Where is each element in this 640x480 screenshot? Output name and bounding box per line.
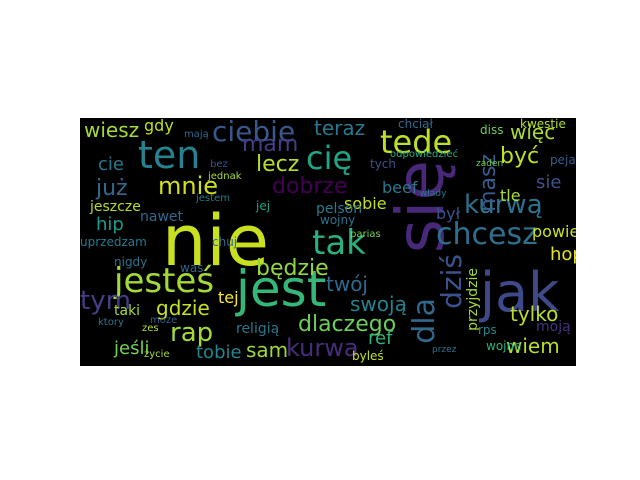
- word: przyjdzie: [465, 268, 481, 331]
- word: twój: [326, 272, 368, 296]
- word: tle: [500, 186, 521, 205]
- word: hip: [96, 214, 124, 235]
- word: beef: [382, 178, 418, 197]
- word: zes: [142, 323, 159, 334]
- word: chuj: [212, 235, 238, 249]
- word: peja: [550, 153, 576, 167]
- word: wiesz: [84, 118, 140, 142]
- word: uprzedzam: [80, 235, 147, 249]
- word: teraz: [314, 118, 366, 140]
- word: przez: [432, 345, 457, 355]
- word: jest: [236, 260, 327, 318]
- word: jeszcze: [90, 199, 141, 215]
- word: będzie: [256, 256, 329, 281]
- word: kurwą: [464, 190, 543, 220]
- word: dobrze: [272, 174, 348, 199]
- word: kurwa: [286, 334, 359, 362]
- word: parias: [350, 229, 381, 240]
- word: nigdy: [114, 255, 148, 269]
- word: rap: [170, 318, 214, 348]
- word: więc: [510, 120, 556, 144]
- word: swoją: [350, 292, 407, 316]
- word: tede: [380, 123, 453, 161]
- word: wlady: [420, 189, 447, 199]
- word: tak: [312, 223, 366, 263]
- word: rps: [478, 323, 497, 337]
- word: cie: [98, 154, 124, 175]
- word: wiem: [506, 334, 560, 358]
- word: odpowiedzieć: [390, 149, 459, 160]
- word: jej: [256, 199, 271, 213]
- word: wojny: [320, 213, 356, 227]
- word: sobie: [344, 194, 387, 213]
- word: jednak: [208, 171, 242, 182]
- word: moją: [536, 319, 571, 335]
- word: jestem: [196, 193, 230, 204]
- word: lecz: [256, 152, 300, 177]
- word: życie: [144, 349, 170, 360]
- word: mam: [242, 132, 299, 157]
- word: jesteś: [114, 261, 215, 301]
- word: ciebie: [212, 118, 296, 148]
- word: gdy: [144, 118, 174, 135]
- word: tylko: [510, 302, 559, 326]
- word: kwestie: [520, 118, 566, 131]
- word: powiedz: [532, 222, 576, 241]
- word: moze: [150, 315, 178, 326]
- word: jak: [480, 261, 560, 324]
- word: już: [96, 176, 128, 201]
- word: tej: [218, 288, 239, 307]
- word: tych: [370, 157, 397, 171]
- word: wojne: [486, 339, 522, 353]
- word: był: [436, 204, 461, 223]
- word: nawet: [140, 209, 184, 225]
- word: was: [180, 261, 204, 275]
- word: mnie: [158, 172, 219, 200]
- word: hop: [550, 244, 576, 265]
- word: chciał: [398, 118, 433, 131]
- word: ktory: [98, 317, 124, 328]
- word: taki: [114, 303, 141, 319]
- word: chcesz: [436, 217, 538, 252]
- word: bez: [210, 159, 228, 170]
- word: cię: [306, 139, 353, 177]
- word: gdzie: [156, 296, 210, 320]
- word-cloud: nie się jest jak ten tak jesteś tede cię chcesz ku…: [80, 118, 576, 366]
- word: dziś: [435, 254, 468, 309]
- word: tym: [80, 286, 131, 316]
- word: mają: [184, 129, 209, 140]
- word: diss: [480, 123, 504, 137]
- word: sam: [246, 338, 289, 362]
- word: ten: [138, 133, 201, 177]
- word: zaden: [476, 159, 504, 169]
- word: sie: [536, 172, 562, 193]
- word: religią: [236, 321, 280, 337]
- word: dlaczego: [298, 312, 397, 337]
- word: nie: [162, 200, 269, 282]
- word: jeśli: [114, 338, 150, 359]
- word: pelson: [316, 201, 363, 217]
- word: ref: [368, 328, 393, 349]
- word: byleś: [352, 349, 384, 363]
- word: być: [500, 144, 540, 169]
- word: tobie: [196, 342, 242, 363]
